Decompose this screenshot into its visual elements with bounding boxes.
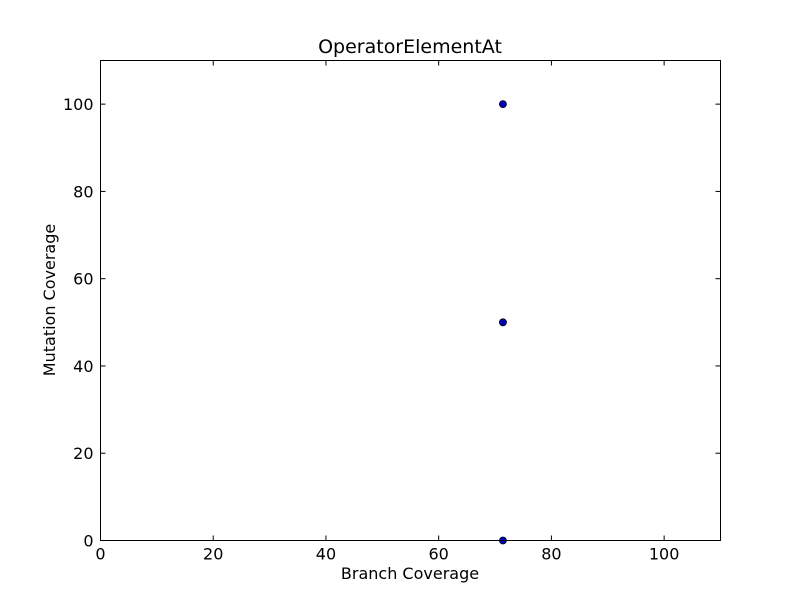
y-tick-label: 20 [73,444,93,463]
data-point [499,318,507,327]
y-tick-label: 0 [83,532,93,551]
y-axis-label: Mutation Coverage [40,224,59,376]
x-tick-label: 0 [95,545,105,564]
x-tick-label: 80 [541,545,561,564]
x-tick-label: 40 [316,545,336,564]
x-tick-label: 20 [203,545,223,564]
ticks-layer: 0 20 40 60 80 100 0 20 40 60 80 100 [63,60,721,564]
x-tick-label: 60 [429,545,449,564]
y-tick-label: 80 [73,182,93,201]
y-tick-label: 60 [73,270,93,289]
chart-title: OperatorElementAt [318,36,502,58]
y-tick-label: 40 [73,357,93,376]
x-tick-label: 100 [649,545,680,564]
plot-area-frame [100,60,721,541]
data-point [499,100,507,109]
x-axis-label: Branch Coverage [341,564,479,583]
y-tick-label: 100 [63,95,94,114]
